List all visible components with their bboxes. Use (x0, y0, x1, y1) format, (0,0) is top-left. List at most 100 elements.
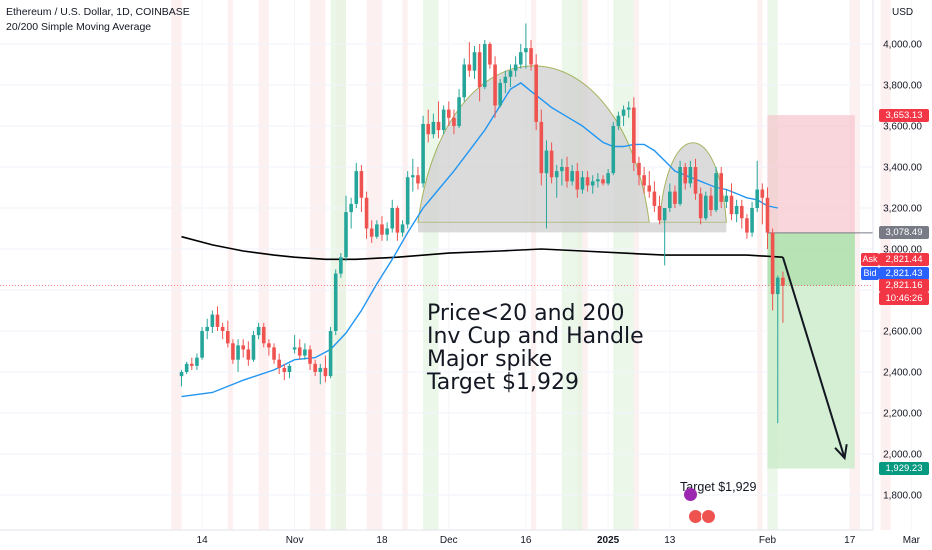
last-price-tag: 2,821.16 (879, 279, 929, 293)
candle-body (709, 195, 713, 211)
candle-body (549, 150, 554, 178)
candle-body (739, 205, 744, 219)
candle-body (272, 347, 276, 360)
red-band-7 (531, 0, 537, 530)
candle-body (668, 191, 672, 208)
bid-label: Bid (861, 266, 879, 280)
candle-body (400, 224, 405, 233)
candle-body (755, 189, 759, 208)
candle-body (472, 52, 477, 71)
candle-body (554, 171, 559, 178)
red-band-1 (227, 0, 233, 530)
green-band-3 (613, 0, 634, 530)
bid-price-tag: 2,821.43 (879, 266, 929, 280)
annotation-line-1: Price<20 and 200 (427, 301, 625, 326)
sma20-line (181, 82, 778, 398)
bar-countdown: 10:46:26 (879, 291, 929, 305)
x-tick-label: 17 (844, 535, 856, 546)
candle-body (590, 181, 595, 186)
candle-body (364, 197, 369, 229)
candle-body (662, 208, 667, 221)
red-band-6 (402, 0, 408, 530)
candle-body (534, 64, 538, 122)
candle-body (632, 107, 636, 163)
candle-body (750, 208, 754, 233)
candle-body (313, 363, 317, 372)
candle-body (447, 109, 451, 118)
candle-body (760, 189, 765, 198)
open-pnl-zone (767, 232, 855, 286)
candle-body (508, 70, 513, 77)
candle-body (503, 76, 508, 83)
candle-body (565, 167, 569, 182)
candle-body (781, 277, 785, 286)
candle-body (642, 175, 646, 186)
x-tick-label: Nov (286, 535, 304, 546)
arrow-shaft (781, 256, 846, 459)
stop-price-tag: 3,653.13 (879, 108, 929, 122)
candle-body (287, 365, 292, 372)
candle-body (775, 277, 780, 295)
candle-body (359, 171, 364, 198)
candle-body (303, 349, 307, 356)
y-tick-label: 3,600.00 (883, 122, 922, 133)
y-tick-label: 2,400.00 (883, 368, 922, 379)
candle-body (719, 173, 724, 202)
candle-body (200, 331, 204, 358)
y-tick-label: 2,600.00 (883, 327, 922, 338)
candle-body (698, 193, 703, 219)
candle-body (441, 109, 446, 131)
candlestick-series (179, 23, 785, 424)
y-tick-label: 1,800.00 (883, 491, 922, 502)
candle-body (339, 257, 343, 274)
candle-body (488, 44, 492, 65)
x-tick-label: 13 (664, 535, 676, 546)
red-band-10 (757, 0, 763, 530)
candle-body (621, 109, 626, 116)
candle-body (215, 314, 220, 327)
candle-body (426, 123, 431, 135)
candle-body (354, 171, 359, 204)
position-zones (0, 115, 873, 469)
candle-body (714, 173, 718, 211)
candle-body (323, 367, 328, 377)
candle-body (292, 347, 297, 350)
stop-loss-zone (767, 115, 855, 233)
x-tick-label: Mar (903, 535, 921, 546)
candle-body (606, 173, 610, 184)
candle-body (704, 195, 708, 219)
candle-body (205, 326, 210, 331)
candle-body (745, 218, 749, 233)
candle-body (513, 64, 518, 71)
y-tick-label: 3,000.00 (883, 245, 922, 256)
indicator-label[interactable]: 20/200 Simple Moving Average (6, 21, 152, 33)
lightning-event-icon[interactable] (684, 488, 697, 501)
candle-body (225, 331, 230, 344)
candle-body (724, 195, 729, 202)
candle-body (467, 64, 472, 71)
y-tick-label: 4,000.00 (883, 40, 922, 51)
candle-body (405, 177, 410, 225)
currency-button[interactable]: USD (892, 7, 914, 18)
candle-body (570, 171, 574, 182)
analysis-annotation[interactable]: Price<20 and 200 Inv Cup and Handle Majo… (427, 302, 644, 394)
candle-body (524, 48, 528, 53)
candle-body (482, 44, 487, 88)
candle-body (421, 123, 425, 184)
candle-body (210, 314, 215, 327)
annotation-line-4: Target $1,929 (427, 370, 580, 395)
ask-label: Ask (861, 253, 879, 267)
candle-body (580, 177, 585, 190)
candle-body (575, 171, 580, 190)
candle-body (493, 64, 497, 106)
candle-body (380, 224, 384, 235)
y-tick-label: 3,400.00 (883, 163, 922, 174)
candle-body (277, 359, 281, 368)
candle-body (256, 326, 261, 336)
time-axis[interactable]: 14 Nov 18 Dec 16 2025 13 Feb 17 Mar (197, 535, 921, 546)
candle-body (678, 167, 682, 204)
us-flag-event-icon-2[interactable] (701, 509, 716, 524)
x-tick-label: Dec (440, 535, 458, 546)
candle-body (693, 167, 698, 194)
